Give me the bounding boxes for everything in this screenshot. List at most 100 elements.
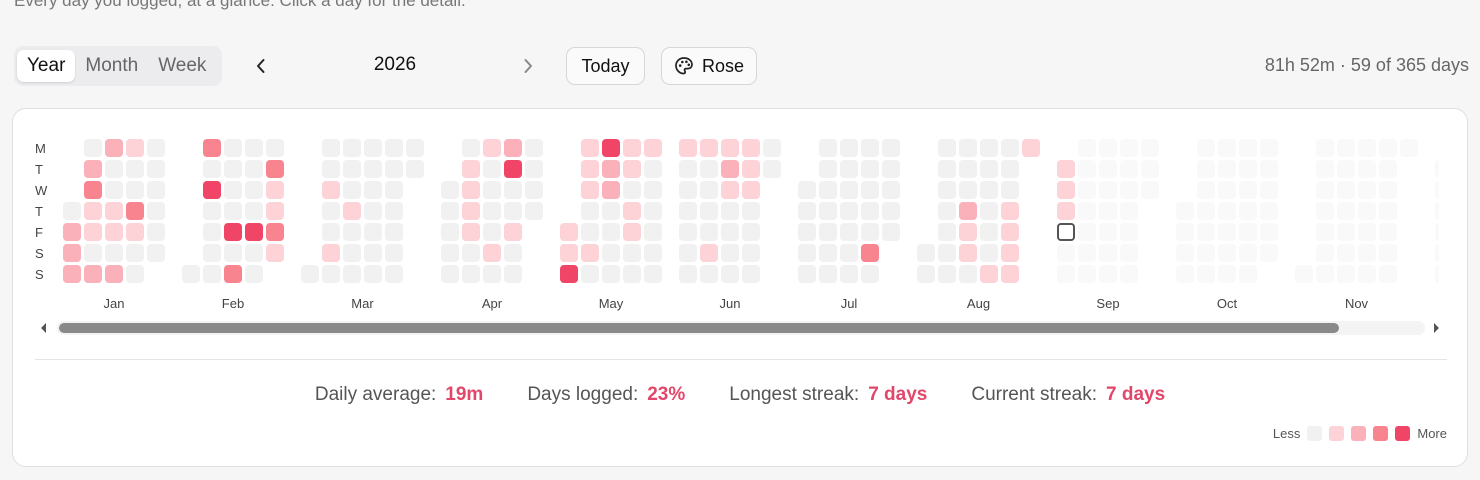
day-cell[interactable]: [980, 181, 998, 199]
day-cell[interactable]: [623, 265, 641, 283]
day-cell[interactable]: [700, 223, 718, 241]
day-cell[interactable]: [602, 139, 620, 157]
day-cell[interactable]: [126, 244, 144, 262]
day-cell[interactable]: [406, 139, 424, 157]
day-cell[interactable]: [322, 223, 340, 241]
day-cell[interactable]: [980, 160, 998, 178]
day-cell[interactable]: [1337, 160, 1355, 178]
day-cell[interactable]: [441, 244, 459, 262]
day-cell[interactable]: [644, 202, 662, 220]
day-cell[interactable]: [1358, 160, 1376, 178]
day-cell[interactable]: [861, 181, 879, 199]
day-cell[interactable]: [644, 265, 662, 283]
day-cell[interactable]: [105, 160, 123, 178]
day-cell[interactable]: [504, 181, 522, 199]
day-cell[interactable]: [581, 244, 599, 262]
day-cell[interactable]: [581, 181, 599, 199]
day-cell[interactable]: [938, 139, 956, 157]
day-cell[interactable]: [1337, 202, 1355, 220]
day-cell[interactable]: [1218, 202, 1236, 220]
day-cell[interactable]: [364, 223, 382, 241]
day-cell[interactable]: [203, 181, 221, 199]
day-cell[interactable]: [1239, 265, 1257, 283]
day-cell[interactable]: [1057, 202, 1075, 220]
day-cell[interactable]: [483, 202, 501, 220]
day-cell[interactable]: [63, 202, 81, 220]
day-cell[interactable]: [882, 223, 900, 241]
day-cell[interactable]: [504, 244, 522, 262]
day-cell[interactable]: [959, 265, 977, 283]
day-cell[interactable]: [147, 202, 165, 220]
day-cell[interactable]: [840, 202, 858, 220]
day-cell[interactable]: [385, 160, 403, 178]
day-cell[interactable]: [1197, 265, 1215, 283]
day-cell[interactable]: [343, 160, 361, 178]
day-cell[interactable]: [840, 244, 858, 262]
day-cell[interactable]: [1197, 181, 1215, 199]
day-cell[interactable]: [1176, 223, 1194, 241]
day-cell[interactable]: [798, 244, 816, 262]
day-cell[interactable]: [959, 202, 977, 220]
day-cell[interactable]: [623, 244, 641, 262]
day-cell[interactable]: [1001, 244, 1019, 262]
day-cell[interactable]: [798, 223, 816, 241]
day-cell[interactable]: [301, 265, 319, 283]
day-cell[interactable]: [938, 265, 956, 283]
day-cell[interactable]: [959, 223, 977, 241]
day-cell[interactable]: [1001, 202, 1019, 220]
day-cell[interactable]: [266, 181, 284, 199]
day-cell[interactable]: [147, 223, 165, 241]
day-cell[interactable]: [63, 265, 81, 283]
day-cell[interactable]: [623, 160, 641, 178]
day-cell[interactable]: [1141, 181, 1159, 199]
day-cell[interactable]: [959, 181, 977, 199]
day-cell[interactable]: [721, 181, 739, 199]
day-cell[interactable]: [1239, 223, 1257, 241]
day-cell[interactable]: [203, 265, 221, 283]
day-cell[interactable]: [861, 244, 879, 262]
day-cell[interactable]: [1120, 223, 1138, 241]
day-cell[interactable]: [679, 139, 697, 157]
day-cell[interactable]: [1078, 181, 1096, 199]
day-cell[interactable]: [700, 202, 718, 220]
day-cell[interactable]: [483, 139, 501, 157]
day-cell[interactable]: [441, 223, 459, 241]
day-cell[interactable]: [938, 181, 956, 199]
day-cell[interactable]: [938, 223, 956, 241]
day-cell[interactable]: [1078, 223, 1096, 241]
day-cell[interactable]: [1120, 160, 1138, 178]
day-cell[interactable]: [322, 244, 340, 262]
day-cell[interactable]: [644, 223, 662, 241]
day-cell[interactable]: [1078, 265, 1096, 283]
day-cell[interactable]: [700, 244, 718, 262]
day-cell[interactable]: [1197, 244, 1215, 262]
day-cell[interactable]: [462, 223, 480, 241]
day-cell[interactable]: [1099, 160, 1117, 178]
day-cell[interactable]: [504, 265, 522, 283]
day-cell[interactable]: [959, 139, 977, 157]
day-cell[interactable]: [560, 223, 578, 241]
day-cell[interactable]: [343, 181, 361, 199]
day-cell[interactable]: [504, 139, 522, 157]
day-cell[interactable]: [126, 181, 144, 199]
day-cell[interactable]: [1435, 202, 1439, 220]
day-cell[interactable]: [1120, 181, 1138, 199]
day-cell[interactable]: [1316, 139, 1334, 157]
day-cell[interactable]: [679, 265, 697, 283]
day-cell[interactable]: [938, 244, 956, 262]
day-cell[interactable]: [721, 265, 739, 283]
day-cell[interactable]: [1057, 160, 1075, 178]
day-cell[interactable]: [364, 139, 382, 157]
day-cell[interactable]: [525, 160, 543, 178]
day-cell[interactable]: [525, 139, 543, 157]
day-cell[interactable]: [1218, 265, 1236, 283]
day-cell[interactable]: [224, 265, 242, 283]
day-cell[interactable]: [1022, 139, 1040, 157]
scroll-left-arrow[interactable]: [37, 321, 51, 335]
day-cell[interactable]: [462, 181, 480, 199]
today-button[interactable]: Today: [566, 47, 645, 85]
day-cell[interactable]: [917, 265, 935, 283]
day-cell[interactable]: [1316, 223, 1334, 241]
scrollbar-thumb[interactable]: [59, 323, 1339, 333]
day-cell[interactable]: [343, 244, 361, 262]
